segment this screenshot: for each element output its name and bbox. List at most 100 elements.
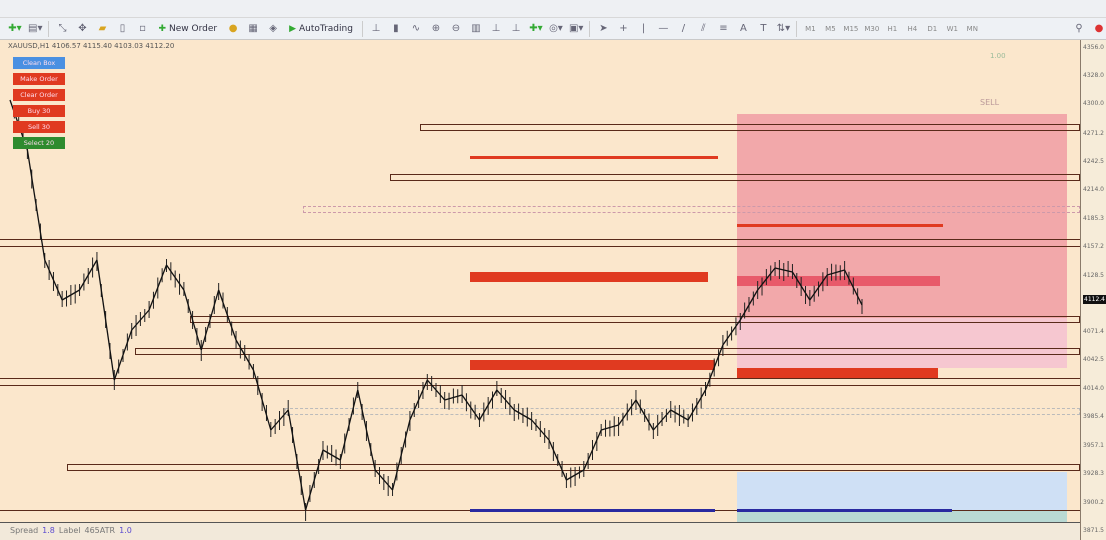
- timeframe-m15[interactable]: M15: [843, 24, 859, 33]
- price-axis[interactable]: 4356.0 4328.0 4300.0 4271.2 4242.5 4214.0 4185…: [1080, 40, 1106, 540]
- timeframe-h4[interactable]: H4: [907, 24, 918, 33]
- price-segment: [409, 379, 428, 421]
- sell-button[interactable]: SELL: [980, 98, 1000, 107]
- level-box: [420, 124, 1080, 131]
- zoom-in-icon[interactable]: ⊕: [431, 23, 441, 34]
- buy-button[interactable]: Buy 30: [13, 105, 65, 117]
- plus-icon: ✚: [158, 23, 167, 34]
- title-bar: [0, 0, 1106, 18]
- chart-shift-icon[interactable]: ⊥: [511, 23, 521, 34]
- timeframe-d1[interactable]: D1: [927, 24, 938, 33]
- crosshair-icon[interactable]: +: [619, 23, 628, 34]
- separator: [796, 20, 798, 37]
- price-segment: [704, 344, 724, 391]
- price-segment: [844, 269, 863, 306]
- timeframe-m30[interactable]: M30: [864, 24, 880, 33]
- signals-icon[interactable]: ◈: [269, 23, 277, 34]
- navigator-icon[interactable]: ✥: [78, 23, 87, 34]
- vertical-line-icon[interactable]: |: [641, 23, 646, 34]
- indicators-icon[interactable]: ✚▾: [529, 23, 543, 34]
- text-icon[interactable]: A: [739, 23, 747, 34]
- sell-30-button[interactable]: Sell 30: [13, 121, 65, 133]
- periods-icon[interactable]: ◎▾: [549, 23, 563, 34]
- price-label: 4242.5: [1083, 158, 1104, 165]
- level-box: [135, 348, 1080, 355]
- timeframe-m1[interactable]: M1: [805, 24, 816, 33]
- order-line: [470, 156, 718, 159]
- price-segment: [791, 271, 811, 301]
- price-segment: [148, 264, 168, 311]
- level-line: [0, 239, 1080, 240]
- make-order-button[interactable]: Make Order: [13, 73, 65, 85]
- price-segment: [391, 419, 411, 491]
- price-segment: [670, 409, 689, 421]
- price-segment: [96, 259, 115, 381]
- price-segment: [652, 409, 672, 431]
- price-segment: [531, 419, 550, 441]
- new-chart-icon[interactable]: ✚▾: [8, 23, 22, 34]
- toolbar: ✚▾ ▤▾ ⤡ ✥ ▰ ▯ ▫ ✚ New Order ● ▦ ◈ ▶ AutoTr…: [0, 18, 1106, 40]
- price-chart[interactable]: XAUUSD,H1 4106.57 4115.40 4103.03 4112.2…: [0, 40, 1080, 522]
- price-segment: [44, 259, 63, 301]
- timeframe-mn[interactable]: MN: [966, 24, 978, 33]
- timeframe-w1[interactable]: W1: [946, 24, 958, 33]
- metaeditor-icon[interactable]: ●: [228, 23, 238, 34]
- select-button[interactable]: Select 20: [13, 137, 65, 149]
- price-segment: [252, 369, 272, 431]
- search-icon[interactable]: ⚲: [1075, 23, 1083, 34]
- price-segment: [113, 329, 133, 381]
- clean-box-button[interactable]: Clean Box: [13, 57, 65, 69]
- history-icon[interactable]: ▦: [248, 23, 258, 34]
- terminal-icon[interactable]: ▯: [119, 23, 126, 34]
- folder-icon[interactable]: ▰: [98, 23, 107, 34]
- target-line: [737, 509, 952, 512]
- autoscroll-icon[interactable]: ⊥: [491, 23, 501, 34]
- arrows-icon[interactable]: ⇅▾: [776, 23, 791, 34]
- notification-icon[interactable]: ●: [1094, 23, 1104, 34]
- price-segment: [200, 289, 220, 351]
- price-label: 4356.0: [1083, 44, 1104, 51]
- profiles-icon[interactable]: ▤▾: [28, 23, 43, 34]
- price-segment: [618, 399, 637, 426]
- trendline-icon[interactable]: /: [681, 23, 686, 34]
- price-segment: [461, 394, 481, 421]
- price-segment: [774, 267, 793, 273]
- price-series: [9, 99, 863, 521]
- price-segment: [287, 409, 307, 511]
- price-label: 3871.5: [1083, 527, 1104, 534]
- teal-zone: [737, 510, 1067, 522]
- fibonacci-icon[interactable]: ≡: [719, 23, 728, 34]
- price-segment: [548, 439, 568, 481]
- status-bar: Spread 1.8 Label 465ATR 1.0: [0, 522, 1080, 540]
- price-label: 4328.0: [1083, 72, 1104, 79]
- bar-chart-icon[interactable]: ⊥: [371, 23, 381, 34]
- tester-icon[interactable]: ▫: [139, 23, 146, 34]
- horizontal-line-icon[interactable]: —: [658, 23, 669, 34]
- price-segment: [601, 424, 619, 431]
- price-label: 4128.5: [1083, 272, 1104, 279]
- price-segment: [374, 469, 394, 491]
- cursor-icon[interactable]: ➤: [599, 23, 608, 34]
- level-box: [303, 206, 1080, 213]
- clear-order-button[interactable]: Clear Order: [13, 89, 65, 101]
- price-segment: [739, 289, 759, 321]
- text-label-icon[interactable]: T: [760, 23, 767, 34]
- order-bar: [737, 368, 938, 378]
- price-segment: [722, 319, 741, 346]
- candlesticks-icon[interactable]: ▮: [393, 23, 399, 34]
- symbol-info: XAUUSD,H1 4106.57 4115.40 4103.03 4112.2…: [8, 42, 175, 50]
- equidistant-channel-icon[interactable]: ⫽: [701, 23, 706, 34]
- templates-icon[interactable]: ▣▾: [568, 23, 584, 34]
- new-order-button[interactable]: ✚ New Order: [155, 21, 220, 37]
- lot-size[interactable]: 1.00: [990, 52, 1006, 60]
- zoom-out-icon[interactable]: ⊖: [451, 23, 461, 34]
- autotrading-button[interactable]: ▶ AutoTrading: [286, 21, 356, 37]
- line-chart-icon[interactable]: ∿: [411, 23, 421, 34]
- price-label: 3900.2: [1083, 499, 1104, 506]
- timeframe-m5[interactable]: M5: [825, 24, 836, 33]
- timeframe-h1[interactable]: H1: [887, 24, 898, 33]
- price-segment: [218, 289, 237, 341]
- price-segment: [304, 449, 324, 511]
- tile-windows-icon[interactable]: ▥: [471, 23, 481, 34]
- market-watch-icon[interactable]: ⤡: [58, 23, 67, 34]
